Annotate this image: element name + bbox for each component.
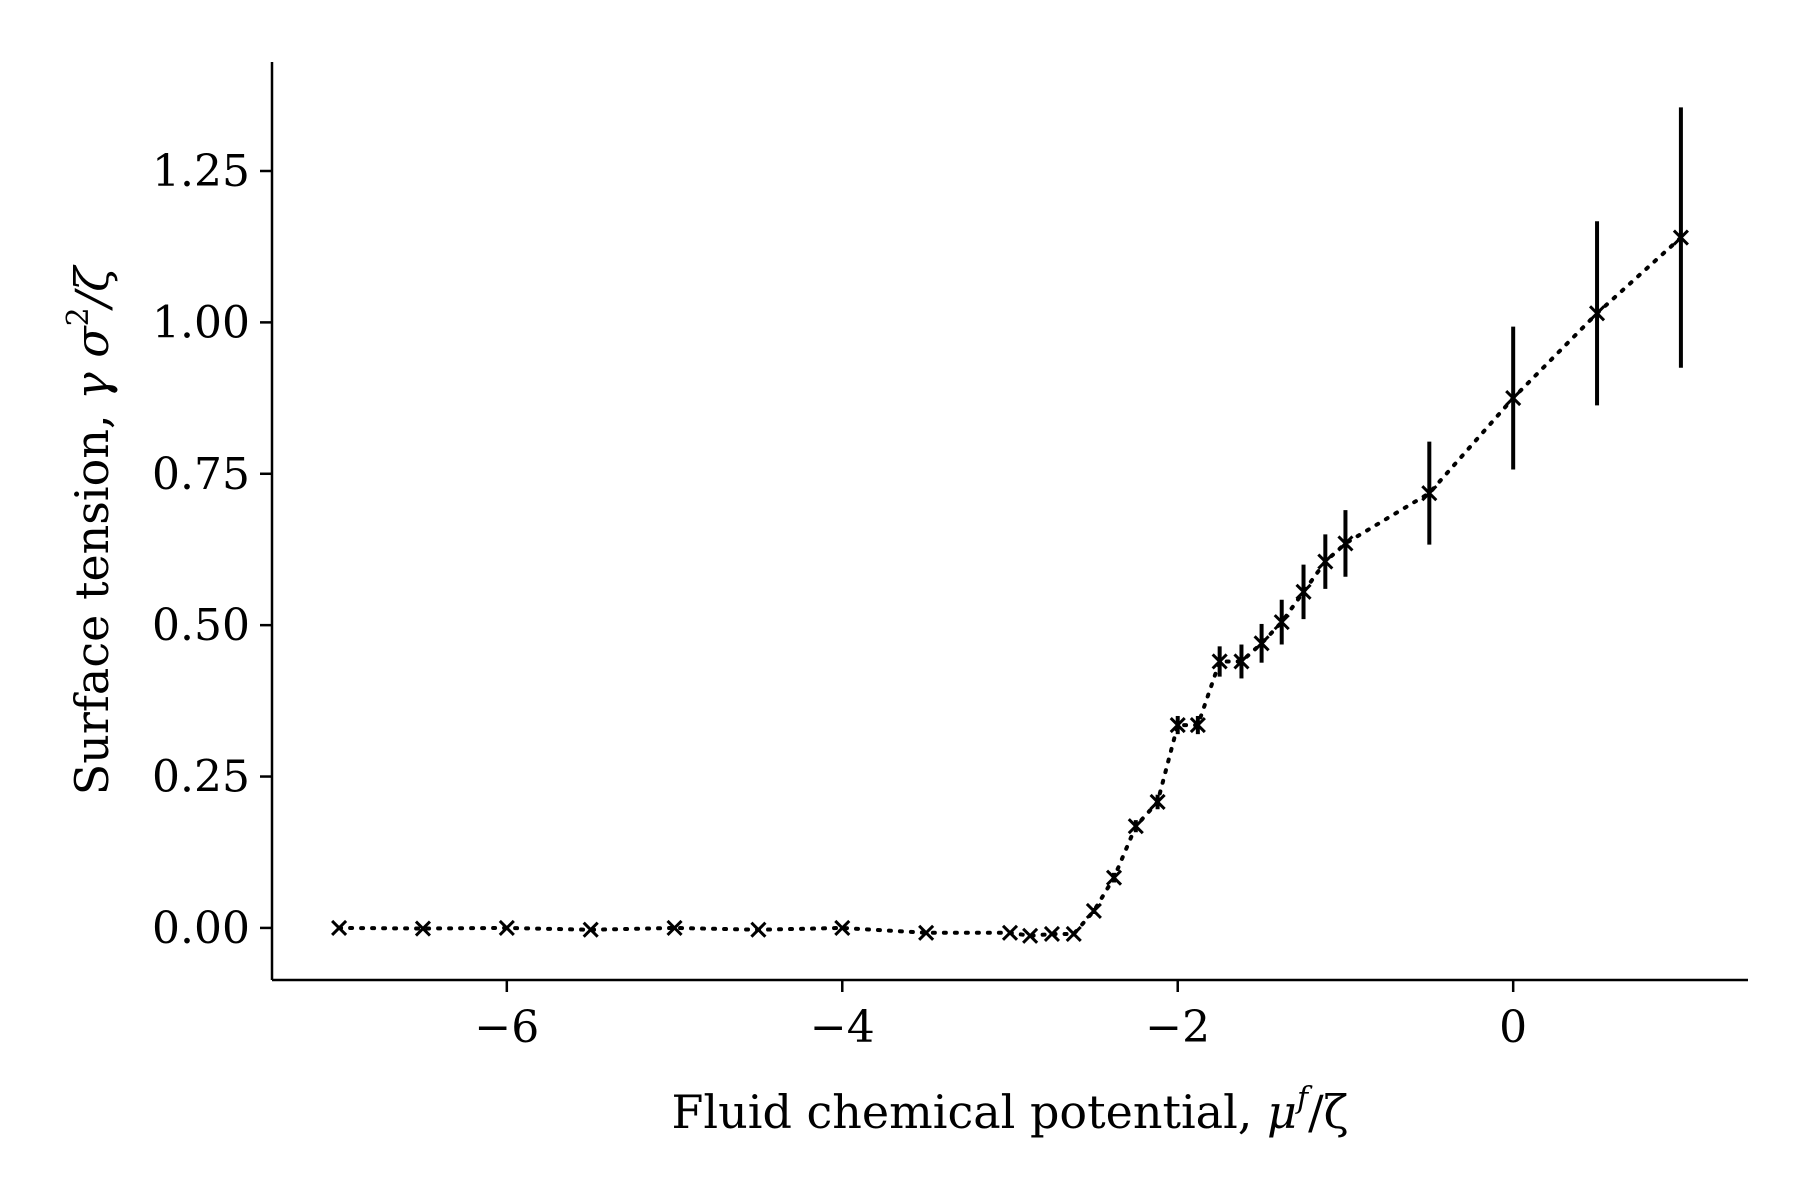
data-point bbox=[1065, 925, 1082, 943]
data-point bbox=[1505, 390, 1522, 407]
data-point bbox=[918, 924, 935, 941]
data-point bbox=[582, 921, 599, 938]
data-point bbox=[1273, 614, 1290, 631]
x-axis-label: Fluid chemical potential, μf/ζ bbox=[671, 1081, 1348, 1139]
x-tick-label: −4 bbox=[810, 1002, 875, 1053]
data-point bbox=[414, 920, 432, 937]
data-point bbox=[666, 919, 683, 936]
data-point bbox=[1001, 924, 1019, 941]
data-point bbox=[1211, 653, 1228, 670]
y-tick-label: 0.00 bbox=[152, 903, 250, 954]
series-line bbox=[337, 235, 1683, 938]
y-tick-label: 0.75 bbox=[152, 449, 250, 500]
data-point bbox=[834, 919, 851, 936]
x-tick-label: −6 bbox=[474, 1002, 539, 1053]
axes bbox=[270, 62, 1748, 982]
y-tick-label: 0.50 bbox=[152, 600, 250, 651]
data-point bbox=[1253, 635, 1270, 652]
data-point bbox=[750, 921, 767, 938]
data-point bbox=[1105, 869, 1123, 886]
data-point bbox=[1127, 818, 1144, 835]
data-point bbox=[1588, 305, 1606, 322]
data-point bbox=[1189, 717, 1206, 734]
plot-area bbox=[331, 107, 1689, 944]
x-tick-label: 0 bbox=[1499, 1002, 1527, 1053]
data-point bbox=[1295, 583, 1312, 600]
data-point bbox=[498, 919, 515, 936]
y-ticks: 0.00 0.25 0.50 0.75 1.00 1.25 bbox=[152, 146, 272, 954]
data-point bbox=[1085, 902, 1102, 920]
data-point bbox=[1421, 485, 1438, 502]
data-point bbox=[1672, 229, 1689, 246]
y-axis-label: Surface tension, γ σ2/ζ bbox=[61, 264, 119, 796]
data-point bbox=[1233, 653, 1250, 670]
data-point bbox=[1043, 925, 1060, 943]
data-point bbox=[1317, 553, 1334, 570]
data-point bbox=[1022, 927, 1039, 944]
y-tick-label: 0.25 bbox=[152, 752, 250, 803]
data-point bbox=[1149, 793, 1166, 811]
data-point bbox=[331, 919, 348, 936]
data-point bbox=[1337, 535, 1354, 552]
x-tick-label: −2 bbox=[1145, 1002, 1210, 1053]
data-point bbox=[1169, 717, 1186, 734]
x-ticks: −6 −4 −2 0 bbox=[474, 980, 1527, 1053]
y-tick-label: 1.25 bbox=[152, 146, 250, 197]
y-tick-label: 1.00 bbox=[152, 297, 250, 348]
